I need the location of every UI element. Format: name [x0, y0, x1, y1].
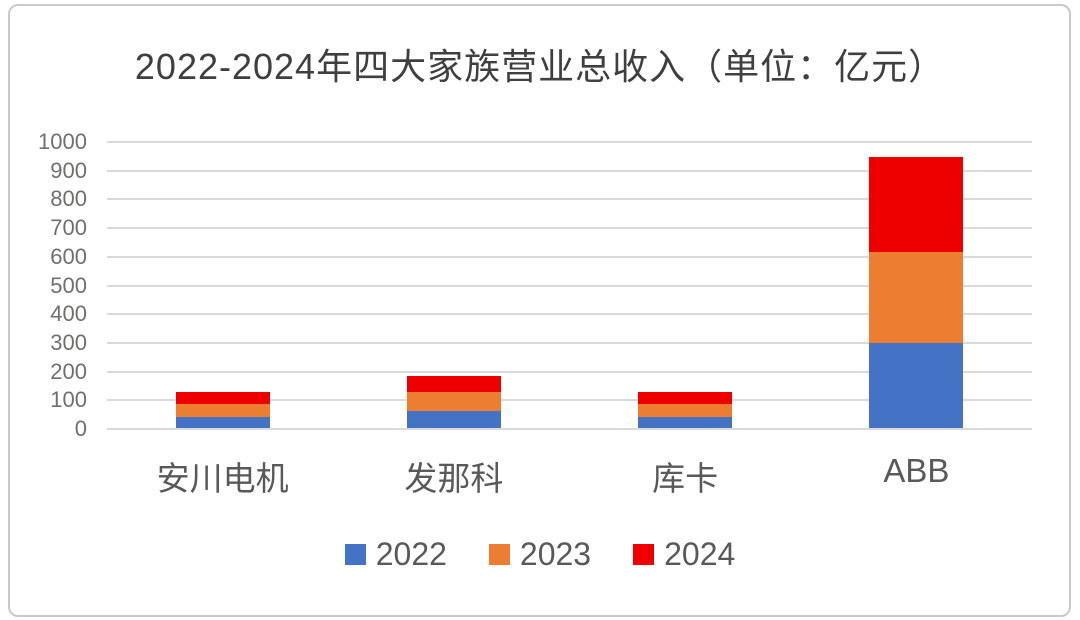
legend-item-2024: 2024 [633, 536, 735, 573]
bar-segment-2022 [638, 417, 733, 428]
y-tick-label: 700 [50, 215, 87, 241]
bar-segment-2022 [175, 416, 270, 428]
gridline [107, 428, 1032, 430]
y-tick-label: 500 [50, 272, 87, 298]
bar-stack-3 [638, 391, 733, 428]
y-tick-label: 800 [50, 186, 87, 212]
gridline [107, 169, 1032, 172]
x-tick-label: 安川电机 [156, 460, 289, 497]
bar-segment-2023 [869, 251, 964, 343]
y-tick-label: 1000 [38, 129, 87, 154]
gridline [107, 141, 1032, 143]
x-tick-label: 库卡 [652, 460, 719, 497]
legend-label: 2022 [375, 536, 447, 572]
bar-segment-2023 [175, 404, 270, 417]
bar-stack-4 [869, 156, 964, 428]
legend-swatch-icon [344, 544, 366, 565]
gridline [107, 255, 1032, 258]
legend-item-2023: 2023 [488, 536, 592, 573]
bar-stack-2 [406, 376, 501, 428]
bar-segment-2022 [869, 342, 964, 428]
x-tick-label: 发那科 [404, 460, 504, 497]
legend-item-2022: 2022 [344, 536, 447, 573]
legend: 2022 2023 2024 [0, 536, 1080, 573]
y-tick-label: 0 [74, 416, 87, 441]
legend-swatch-icon [488, 544, 510, 565]
bar-segment-2024 [638, 391, 733, 405]
bar-segment-2023 [406, 392, 501, 411]
bar-segment-2024 [406, 376, 501, 393]
bar-segment-2024 [175, 391, 270, 405]
chart-title: 2022-2024年四大家族营业总收入（单位：亿元） [134, 46, 946, 87]
y-tick-label: 600 [50, 243, 87, 269]
gridline [107, 284, 1032, 287]
y-tick-label: 400 [50, 301, 87, 327]
bar-segment-2022 [406, 410, 501, 428]
y-tick-label: 100 [50, 387, 87, 413]
legend-label: 2023 [519, 536, 592, 572]
gridline [107, 370, 1032, 373]
y-tick-label: 300 [50, 329, 87, 355]
gridline [107, 198, 1032, 201]
y-axis: 0 100 200 300 400 500 600 700 800 900 1000 [0, 129, 97, 441]
x-axis: 安川电机 发那科 库卡 ABB [107, 452, 1032, 500]
plot-area [107, 141, 1032, 430]
legend-swatch-icon [633, 544, 655, 565]
bar-segment-2023 [638, 404, 733, 418]
gridline [107, 341, 1032, 344]
gridline [107, 313, 1032, 316]
y-tick-label: 200 [50, 358, 87, 384]
bar-stack-1 [175, 391, 270, 428]
x-tick-label: ABB [883, 452, 950, 489]
gridline [107, 399, 1032, 402]
legend-label: 2024 [664, 536, 736, 572]
bar-segment-2024 [869, 156, 964, 252]
gridline [107, 227, 1032, 230]
y-tick-label: 900 [50, 157, 87, 183]
